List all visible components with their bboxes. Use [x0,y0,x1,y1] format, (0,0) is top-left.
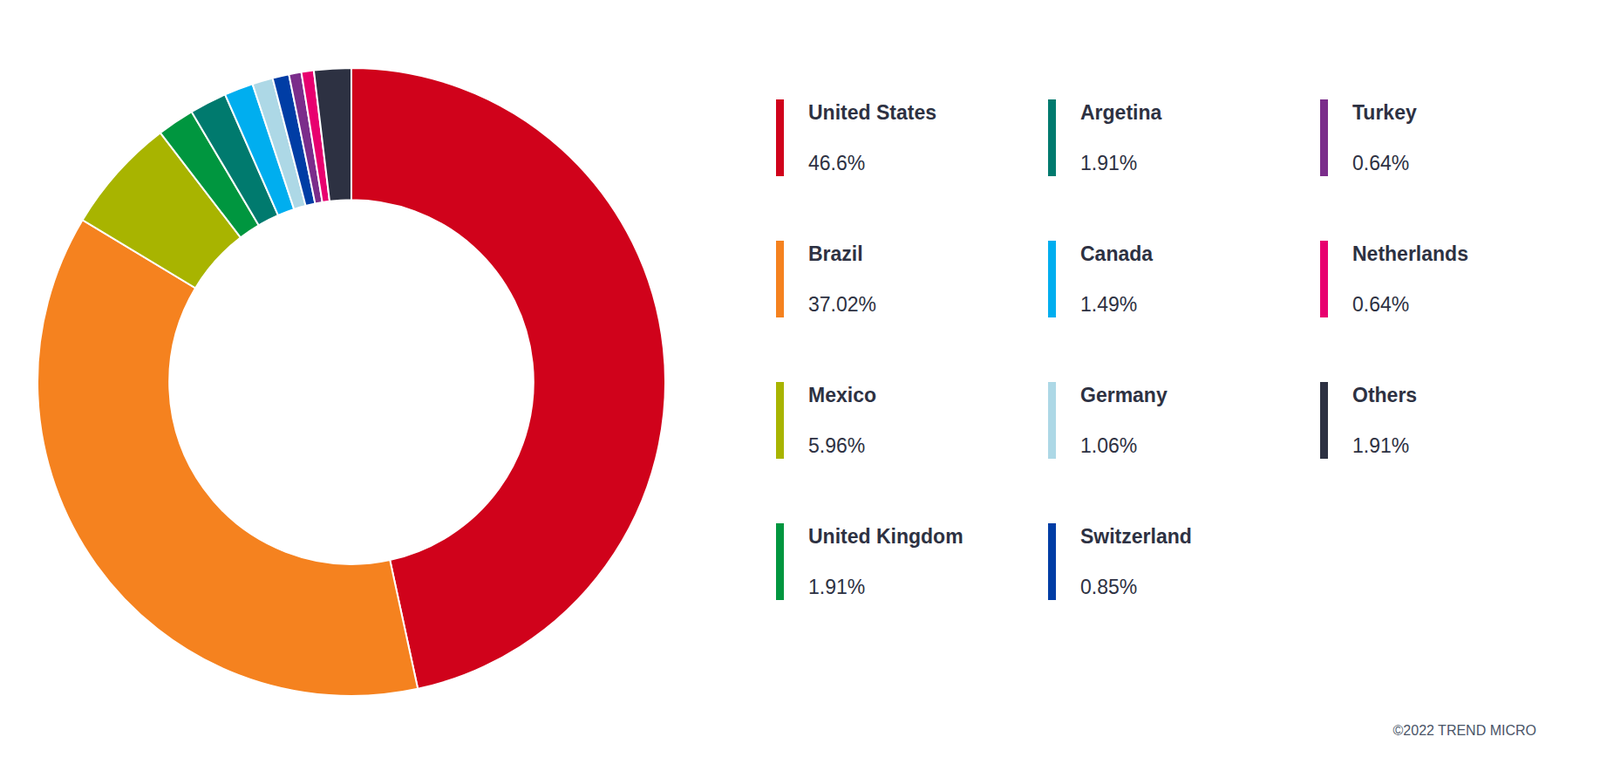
legend-item: Others 1.91% [1320,381,1417,459]
legend-label: Turkey [1352,101,1417,124]
legend-label: Netherlands [1352,242,1469,266]
legend-value: 5.96% [808,434,865,457]
legend-item: Canada 1.49% [1048,240,1153,318]
legend-label: Germany [1080,383,1168,407]
legend-item: Brazil 37.02% [776,240,877,318]
legend-item: Turkey 0.64% [1320,99,1417,177]
legend: United States 46.6% Brazil 37.02% Mexico 5.96… [776,99,1469,600]
legend-swatch [776,523,784,600]
legend-label: Argetina [1080,101,1163,124]
legend-label: Canada [1080,242,1153,266]
donut [37,68,666,696]
legend-item: United Kingdom 1.91% [776,523,964,600]
legend-value: 46.6% [808,151,865,175]
legend-item: Netherlands 0.64% [1320,240,1469,318]
legend-item: Switzerland 0.85% [1048,523,1192,600]
legend-swatch [1048,240,1056,318]
donut-slice [313,68,352,202]
legend-value: 37.02% [808,292,877,316]
legend-value: 0.64% [1352,151,1410,175]
legend-swatch [776,99,784,177]
background [0,0,1600,764]
legend-item: Germany 1.06% [1048,381,1168,459]
legend-swatch [1048,381,1056,459]
legend-item: Argetina 1.91% [1048,99,1163,177]
legend-value: 0.64% [1352,292,1410,316]
legend-value: 1.91% [808,575,865,599]
donut-slice [37,219,418,696]
legend-value: 0.85% [1080,575,1138,599]
legend-swatch [1320,99,1328,177]
legend-value: 1.91% [1352,434,1410,457]
annotation: ©2022 TREND MICRO [1393,722,1537,738]
legend-value: 1.49% [1080,292,1138,316]
legend-label: Brazil [808,242,864,266]
legend-swatch [776,381,784,459]
legend-label: United Kingdom [808,524,964,548]
chart-svg: United States 46.6% Brazil 37.02% Mexico 5.96… [0,0,1600,764]
legend-value: 1.91% [1080,151,1138,175]
legend-swatch [776,240,784,318]
legend-item: Mexico 5.96% [776,381,877,459]
legend-label: Others [1352,383,1417,407]
legend-label: United States [808,101,937,124]
legend-swatch [1048,99,1056,177]
chart-container: United States 46.6% Brazil 37.02% Mexico 5.96… [0,0,1600,764]
legend-label: Switzerland [1080,524,1192,548]
legend-swatch [1320,381,1328,459]
legend-item: United States 46.6% [776,99,937,177]
legend-swatch [1048,523,1056,600]
legend-label: Mexico [808,383,877,407]
legend-swatch [1320,240,1328,318]
legend-value: 1.06% [1080,434,1138,457]
